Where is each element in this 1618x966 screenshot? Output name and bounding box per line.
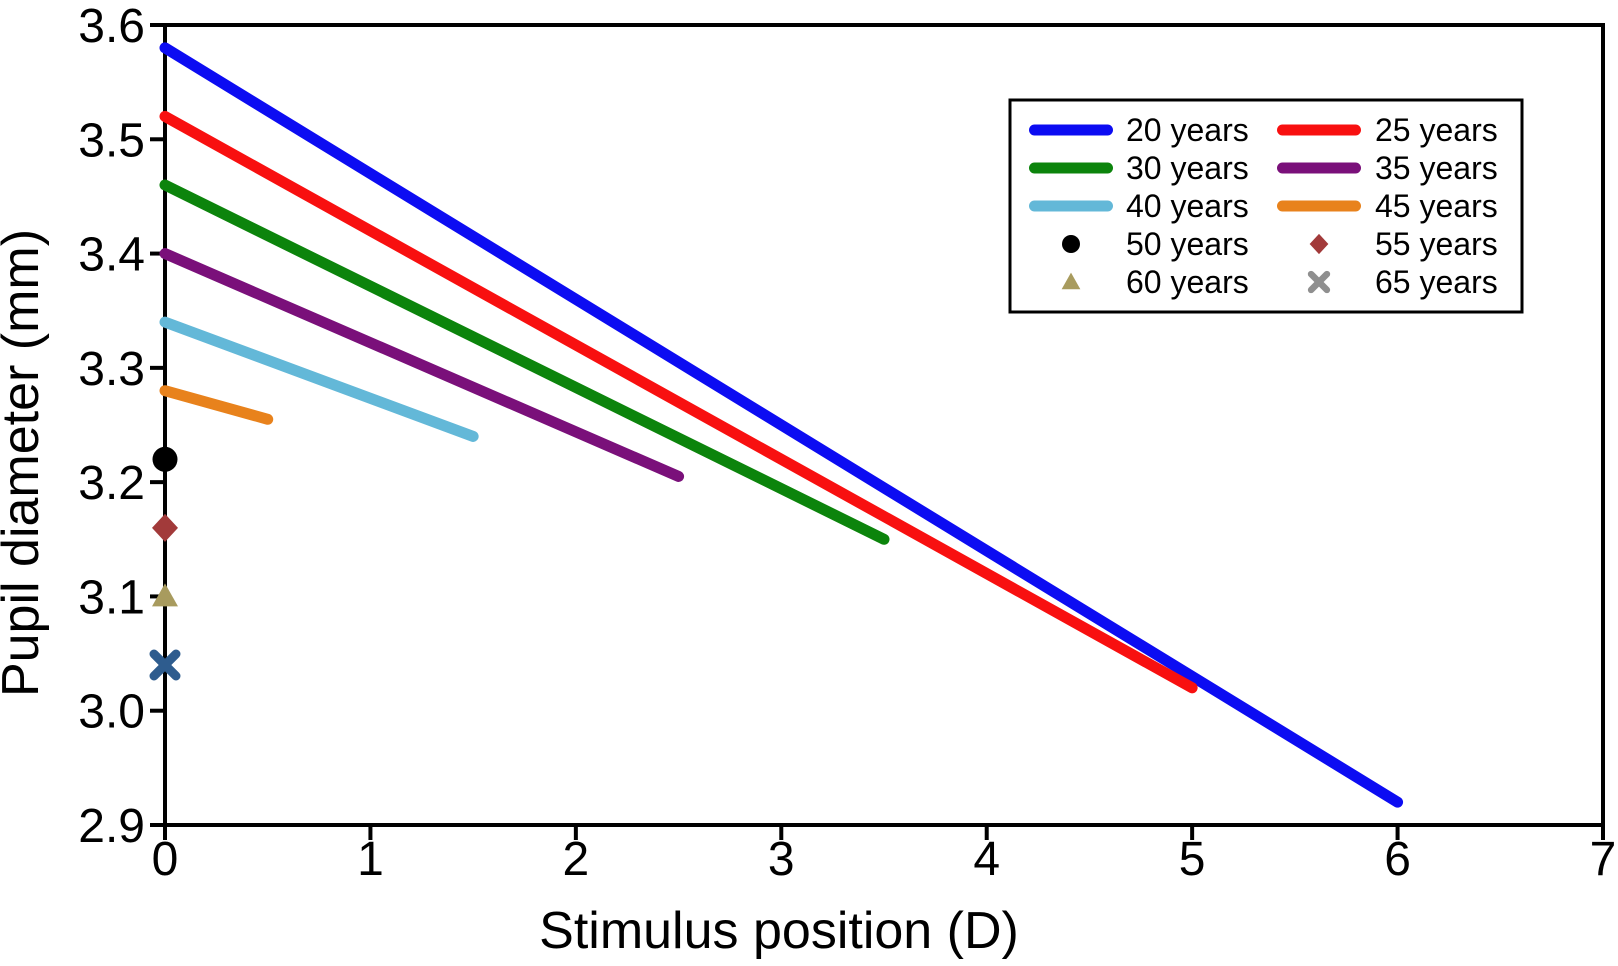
- series-marker-60-years: [152, 583, 178, 607]
- legend-swatch-45-years: [1277, 200, 1361, 212]
- legend-item-55-years: 55 years: [1309, 226, 1498, 262]
- legend-item-35-years: 35 years: [1277, 150, 1498, 186]
- legend-label-45-years: 45 years: [1375, 188, 1498, 224]
- legend-item-45-years: 45 years: [1277, 188, 1498, 224]
- series-marker-65-years: [149, 649, 181, 681]
- x-axis-ticks: 0 1 2 3 4 5 6 7: [152, 825, 1617, 886]
- y-axis-title: Pupil diameter (mm): [0, 229, 50, 697]
- legend-item-20-years: 20 years: [1029, 112, 1249, 148]
- y-tick-label: 3.4: [78, 229, 145, 282]
- series-marker-50-years: [152, 446, 178, 472]
- y-tick-label: 3.6: [78, 0, 145, 53]
- y-tick-label: 3.3: [78, 343, 145, 396]
- plot-frame: [163, 23, 1605, 827]
- legend-label-40-years: 40 years: [1126, 188, 1249, 224]
- series-line-35-years: [159, 248, 685, 482]
- x-tick-label: 6: [1384, 833, 1411, 886]
- legend-item-25-years: 25 years: [1277, 112, 1498, 148]
- legend-label-25-years: 25 years: [1375, 112, 1498, 148]
- legend-swatch-65-years: [1307, 270, 1331, 294]
- series-line-45-years: [159, 385, 274, 425]
- legend-swatch-20-years: [1029, 124, 1113, 136]
- legend-label-35-years: 35 years: [1375, 150, 1498, 186]
- x-tick-label: 3: [768, 833, 795, 886]
- legend-item-40-years: 40 years: [1029, 188, 1249, 224]
- y-tick-label: 3.1: [78, 571, 145, 624]
- series-line-40-years: [159, 316, 479, 442]
- x-tick-label: 2: [563, 833, 590, 886]
- series-line-30-years: [159, 179, 890, 545]
- y-tick-label: 3.5: [78, 114, 145, 167]
- legend-label-55-years: 55 years: [1375, 226, 1498, 262]
- legend-swatch-40-years: [1029, 200, 1113, 212]
- series-group: [149, 42, 1404, 808]
- legend-swatch-35-years: [1277, 162, 1361, 174]
- series-marker-55-years: [152, 513, 178, 542]
- x-marker-stroke: [1307, 270, 1331, 294]
- legend-item-50-years: 50 years: [1062, 226, 1249, 262]
- x-tick-label: 7: [1590, 833, 1617, 886]
- legend-swatch-30-years: [1029, 162, 1113, 174]
- y-axis-ticks: 2.9 3.0 3.1 3.2 3.3 3.4 3.5 3.6: [78, 0, 165, 853]
- legend: 20 years 25 years 30 years 35 years 40 years…: [1008, 98, 1524, 314]
- legend-label-50-years: 50 years: [1126, 226, 1249, 262]
- legend-swatch-50-years: [1062, 235, 1080, 253]
- y-tick-label: 2.9: [78, 800, 145, 853]
- legend-label-60-years: 60 years: [1126, 264, 1249, 300]
- y-tick-label: 3.0: [78, 686, 145, 739]
- x-tick-label: 0: [152, 833, 179, 886]
- x-tick-label: 4: [973, 833, 1000, 886]
- x-tick-label: 5: [1179, 833, 1206, 886]
- legend-label-65-years: 65 years: [1375, 264, 1498, 300]
- legend-label-30-years: 30 years: [1126, 150, 1249, 186]
- series-line-25-years: [159, 110, 1198, 694]
- series-line-20-years: [159, 42, 1404, 808]
- legend-label-20-years: 20 years: [1126, 112, 1249, 148]
- x-tick-label: 1: [357, 833, 384, 886]
- y-tick-label: 3.2: [78, 457, 145, 510]
- x-axis-title: Stimulus position (D): [539, 902, 1019, 960]
- x-marker-stroke: [149, 649, 181, 681]
- legend-item-65-years: 65 years: [1307, 264, 1498, 300]
- legend-item-30-years: 30 years: [1029, 150, 1249, 186]
- legend-swatch-60-years: [1061, 272, 1081, 290]
- legend-swatch-55-years: [1309, 233, 1329, 255]
- legend-item-60-years: 60 years: [1061, 264, 1249, 300]
- legend-swatch-25-years: [1277, 124, 1361, 136]
